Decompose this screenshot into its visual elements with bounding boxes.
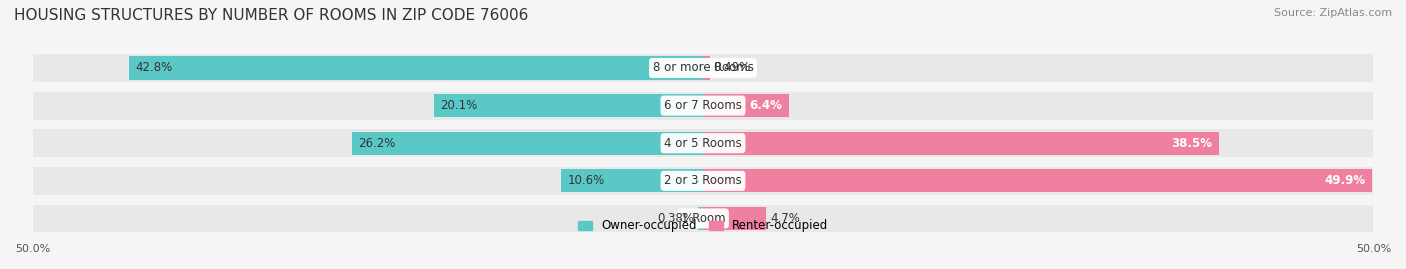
Legend: Owner-occupied, Renter-occupied: Owner-occupied, Renter-occupied <box>572 215 834 237</box>
Text: 38.5%: 38.5% <box>1171 137 1212 150</box>
Bar <box>703 54 1374 82</box>
Bar <box>32 167 703 195</box>
Text: 0.49%: 0.49% <box>714 62 751 75</box>
Text: 4 or 5 Rooms: 4 or 5 Rooms <box>664 137 742 150</box>
Bar <box>703 94 789 117</box>
Bar <box>703 132 1219 155</box>
Bar <box>703 129 1374 157</box>
Bar <box>129 56 703 80</box>
Text: HOUSING STRUCTURES BY NUMBER OF ROOMS IN ZIP CODE 76006: HOUSING STRUCTURES BY NUMBER OF ROOMS IN… <box>14 8 529 23</box>
Text: 4.7%: 4.7% <box>770 212 800 225</box>
Text: 2 or 3 Rooms: 2 or 3 Rooms <box>664 174 742 187</box>
Bar <box>703 92 1374 119</box>
Text: 8 or more Rooms: 8 or more Rooms <box>652 62 754 75</box>
Text: 26.2%: 26.2% <box>359 137 396 150</box>
Bar <box>703 169 1372 193</box>
Bar <box>32 92 703 119</box>
Bar <box>561 169 703 193</box>
Text: 1 Room: 1 Room <box>681 212 725 225</box>
Text: 6 or 7 Rooms: 6 or 7 Rooms <box>664 99 742 112</box>
Text: Source: ZipAtlas.com: Source: ZipAtlas.com <box>1274 8 1392 18</box>
Bar <box>703 167 1374 195</box>
Bar <box>703 56 710 80</box>
Text: 6.4%: 6.4% <box>749 99 782 112</box>
Bar <box>703 204 1374 232</box>
Bar <box>433 94 703 117</box>
Bar <box>352 132 703 155</box>
Text: 10.6%: 10.6% <box>568 174 605 187</box>
Bar <box>703 207 766 230</box>
Bar <box>32 129 703 157</box>
Bar <box>32 204 703 232</box>
Text: 42.8%: 42.8% <box>136 62 173 75</box>
Text: 20.1%: 20.1% <box>440 99 478 112</box>
Bar <box>697 207 703 230</box>
Text: 0.38%: 0.38% <box>657 212 695 225</box>
Bar <box>32 54 703 82</box>
Text: 49.9%: 49.9% <box>1324 174 1365 187</box>
